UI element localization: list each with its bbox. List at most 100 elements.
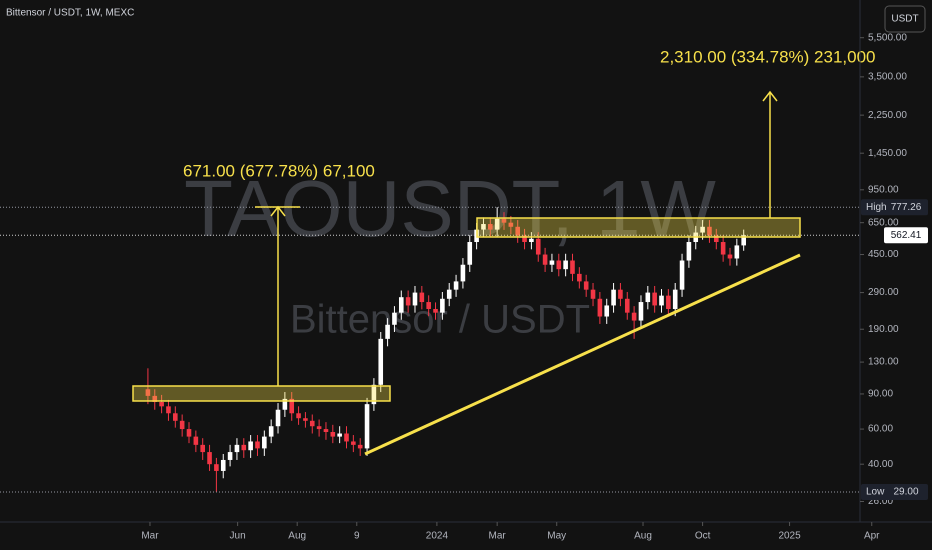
candle-body — [590, 289, 596, 299]
trend-line — [364, 253, 801, 456]
chart-title: Bittensor / USDT, 1W, MEXC — [6, 8, 134, 19]
watermark: TAOUSDT, 1W — [184, 164, 716, 253]
arrow-head — [270, 205, 286, 217]
arrow-head — [762, 90, 778, 102]
x-tick-label: Jun — [230, 531, 246, 542]
candle-body — [234, 444, 240, 453]
candle-body — [166, 406, 171, 414]
candle-body — [398, 297, 404, 313]
x-tick-label: Aug — [288, 531, 306, 542]
candle-body — [624, 298, 630, 313]
candle-body — [741, 235, 746, 246]
y-tick-label: 290.00 — [868, 287, 899, 298]
candle-body — [159, 402, 164, 407]
candle-body — [700, 226, 705, 233]
candle-body — [522, 235, 527, 243]
candle-body — [323, 429, 329, 433]
y-tick-label: 26.00 — [868, 496, 893, 507]
y-tick-label: 190.00 — [868, 324, 899, 335]
candle-body — [563, 260, 568, 270]
candle-body — [529, 238, 534, 243]
candle-body — [460, 264, 466, 282]
candle-body — [652, 292, 657, 306]
price-level-name: Low — [866, 487, 885, 498]
candle-body — [371, 384, 377, 405]
candle-body — [412, 292, 418, 306]
candle-body — [638, 302, 644, 321]
currency-button-label[interactable]: USDT — [891, 14, 918, 25]
candle-body — [357, 444, 363, 449]
candle-body — [392, 312, 397, 325]
currency-button[interactable] — [884, 5, 926, 33]
candle-body — [296, 413, 301, 419]
candle-body — [309, 420, 315, 427]
y-tick-label: 60.00 — [868, 424, 893, 435]
y-tick-label: 3,500.00 — [868, 71, 907, 82]
candle-body — [282, 398, 288, 410]
x-tick-label: 9 — [354, 531, 360, 542]
candle-body — [597, 298, 603, 317]
candle-body — [686, 242, 692, 261]
annotation: 2,310.00 (334.78%) 231,000 — [660, 47, 876, 66]
candle-body — [549, 260, 555, 265]
x-tick-label: Apr — [864, 531, 880, 542]
candle-body — [618, 289, 623, 299]
candle-body — [275, 409, 281, 427]
candle-body — [419, 292, 425, 303]
resistance-zone — [132, 385, 391, 402]
y-tick-label: 5,500.00 — [868, 32, 907, 43]
candle-body — [488, 224, 493, 230]
candle-body — [385, 324, 390, 339]
candle-body — [364, 404, 370, 449]
candle-body — [453, 281, 459, 290]
candle-body — [255, 441, 260, 449]
candle-body — [426, 302, 431, 309]
price-level-box — [861, 199, 928, 216]
candle-body — [535, 238, 541, 255]
price-level-label: 777.26 — [891, 202, 922, 213]
candle-body — [173, 413, 178, 421]
candle-body — [515, 226, 521, 236]
candle-body — [542, 254, 548, 265]
candle-body — [303, 418, 308, 421]
candle-body — [200, 444, 205, 453]
candle-body — [207, 452, 212, 465]
x-tick-label: Aug — [634, 531, 652, 542]
candle-body — [214, 464, 219, 471]
candle-body — [604, 305, 610, 317]
x-tick-label: Oct — [695, 531, 711, 542]
last-price-box — [884, 227, 928, 244]
x-tick-label: Mar — [489, 531, 507, 542]
candle-body — [577, 273, 582, 282]
y-tick-label: 1,450.00 — [868, 148, 907, 159]
candle-body — [508, 222, 514, 227]
candle-body — [179, 420, 185, 430]
last-price-label: 562.41 — [891, 230, 922, 241]
candle-body — [227, 452, 233, 460]
x-tick-label: 2024 — [426, 531, 449, 542]
candle-body — [220, 459, 226, 471]
axes: 26.00 40.00 60.00 90.00 130.00 190.00 290.00 45… — [141, 32, 928, 542]
resistance-zone — [476, 217, 801, 238]
annotation: 671.00 (677.78%) 67,100 — [183, 161, 375, 180]
candle-body — [405, 297, 411, 306]
candle-body — [337, 433, 342, 437]
candle-body — [152, 395, 158, 403]
candle-body — [570, 260, 575, 274]
candle-body — [611, 289, 616, 306]
candle-body — [666, 295, 671, 309]
candle-body — [268, 426, 274, 437]
x-tick-label: May — [547, 531, 566, 542]
price-level-name: High — [866, 202, 887, 213]
candle-body — [446, 289, 452, 299]
plot — [0, 206, 860, 493]
y-tick-label: 40.00 — [868, 459, 893, 470]
x-tick-label: 2025 — [778, 531, 801, 542]
candle-body — [501, 218, 507, 223]
candle-body — [659, 295, 664, 306]
y-tick-label: 950.00 — [868, 184, 899, 195]
watermark-subtitle: Bittensor / USDT — [290, 298, 590, 342]
price-level-box — [861, 484, 928, 501]
y-tick-label: 2,250.00 — [868, 110, 907, 121]
